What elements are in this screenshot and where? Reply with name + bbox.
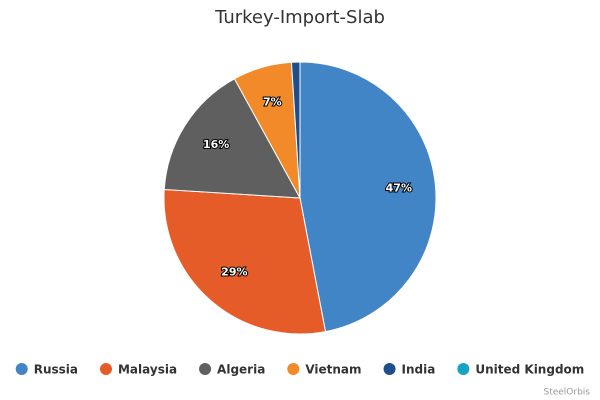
legend: Russia Malaysia Algeria Vietnam India United …: [15, 363, 584, 377]
legend-label: Vietnam: [305, 363, 361, 377]
legend-item[interactable]: United Kingdom: [457, 363, 584, 377]
legend-marker: [199, 363, 212, 375]
data-label: 29%: [221, 265, 247, 278]
data-label: 16%: [203, 138, 229, 151]
pie-slice: [163, 78, 301, 199]
pie-slice: [299, 61, 437, 333]
chart-title: Turkey-Import-Slab: [214, 7, 385, 28]
legend-item[interactable]: Algeria: [199, 363, 265, 377]
legend-label: Malaysia: [118, 363, 177, 377]
legend-marker: [15, 363, 28, 375]
legend-marker: [383, 363, 396, 375]
legend-item[interactable]: India: [383, 363, 436, 377]
credits[interactable]: SteelOrbis: [543, 388, 590, 398]
legend-label: Russia: [34, 363, 78, 377]
legend-marker: [457, 363, 470, 375]
legend-marker: [99, 363, 112, 375]
legend-label: India: [402, 363, 436, 377]
legend-item[interactable]: Russia: [15, 363, 78, 377]
legend-item[interactable]: Malaysia: [99, 363, 177, 377]
pie-slice: [290, 61, 301, 199]
legend-label: Algeria: [217, 363, 265, 377]
legend-item[interactable]: Vietnam: [287, 363, 362, 377]
pie-slice: [163, 188, 327, 335]
data-label: 47%: [386, 182, 412, 195]
legend-label: United Kingdom: [475, 363, 584, 377]
legend-marker: [287, 363, 300, 375]
data-label: 7%: [263, 96, 282, 109]
